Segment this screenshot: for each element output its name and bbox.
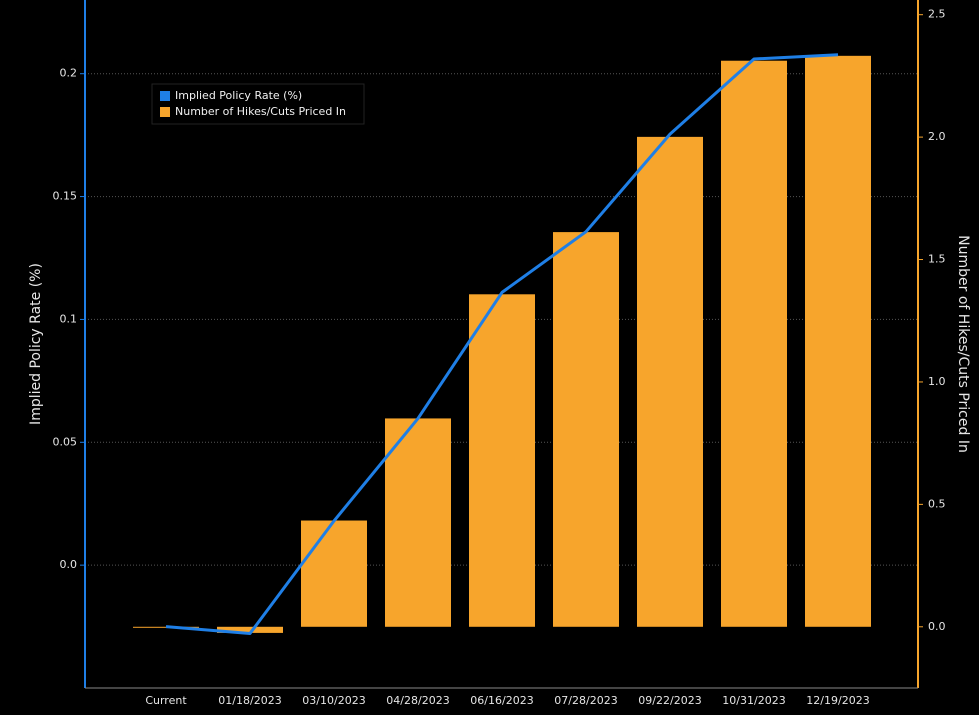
legend-label: Implied Policy Rate (%): [175, 89, 302, 102]
y-tick-label: 0.0: [60, 558, 78, 571]
y-tick-label: 0.15: [53, 190, 78, 203]
x-tick-label: 10/31/2023: [722, 694, 785, 707]
x-tick-label: 04/28/2023: [386, 694, 449, 707]
y2-tick-label: 1.5: [928, 253, 946, 266]
x-tick-label: 12/19/2023: [806, 694, 869, 707]
y2-tick-label: 2.5: [928, 8, 946, 21]
legend-swatch: [160, 107, 170, 117]
legend-box: [151, 83, 365, 125]
y-tick-label: 0.05: [53, 435, 78, 448]
bar: [217, 626, 283, 633]
bar: [301, 520, 367, 627]
y2-tick-label: 2.0: [928, 130, 946, 143]
bar: [469, 294, 535, 627]
x-tick-label: 01/18/2023: [218, 694, 281, 707]
y-tick-label: 0.2: [60, 67, 78, 80]
y2-tick-label: 0.5: [928, 497, 946, 510]
y-tick-label: 0.1: [60, 312, 78, 325]
bar: [385, 418, 451, 627]
x-tick-label: Current: [145, 694, 187, 707]
bar: [721, 60, 787, 627]
bar: [553, 232, 619, 627]
y2-tick-label: 1.0: [928, 375, 946, 388]
x-tick-label: 03/10/2023: [302, 694, 365, 707]
legend-swatch: [160, 91, 170, 101]
legend-label: Number of Hikes/Cuts Priced In: [175, 105, 346, 118]
y2-tick-label: 0.0: [928, 620, 946, 633]
x-tick-label: 06/16/2023: [470, 694, 533, 707]
bar: [637, 136, 703, 627]
y-axis-title: Implied Policy Rate (%): [28, 263, 44, 425]
legend: Implied Policy Rate (%) Number of Hikes/C…: [151, 83, 365, 125]
x-tick-label: 07/28/2023: [554, 694, 617, 707]
y2-axis-title: Number of Hikes/Cuts Priced In: [955, 235, 971, 453]
bar: [805, 55, 871, 627]
x-tick-label: 09/22/2023: [638, 694, 701, 707]
line: [165, 53, 839, 635]
